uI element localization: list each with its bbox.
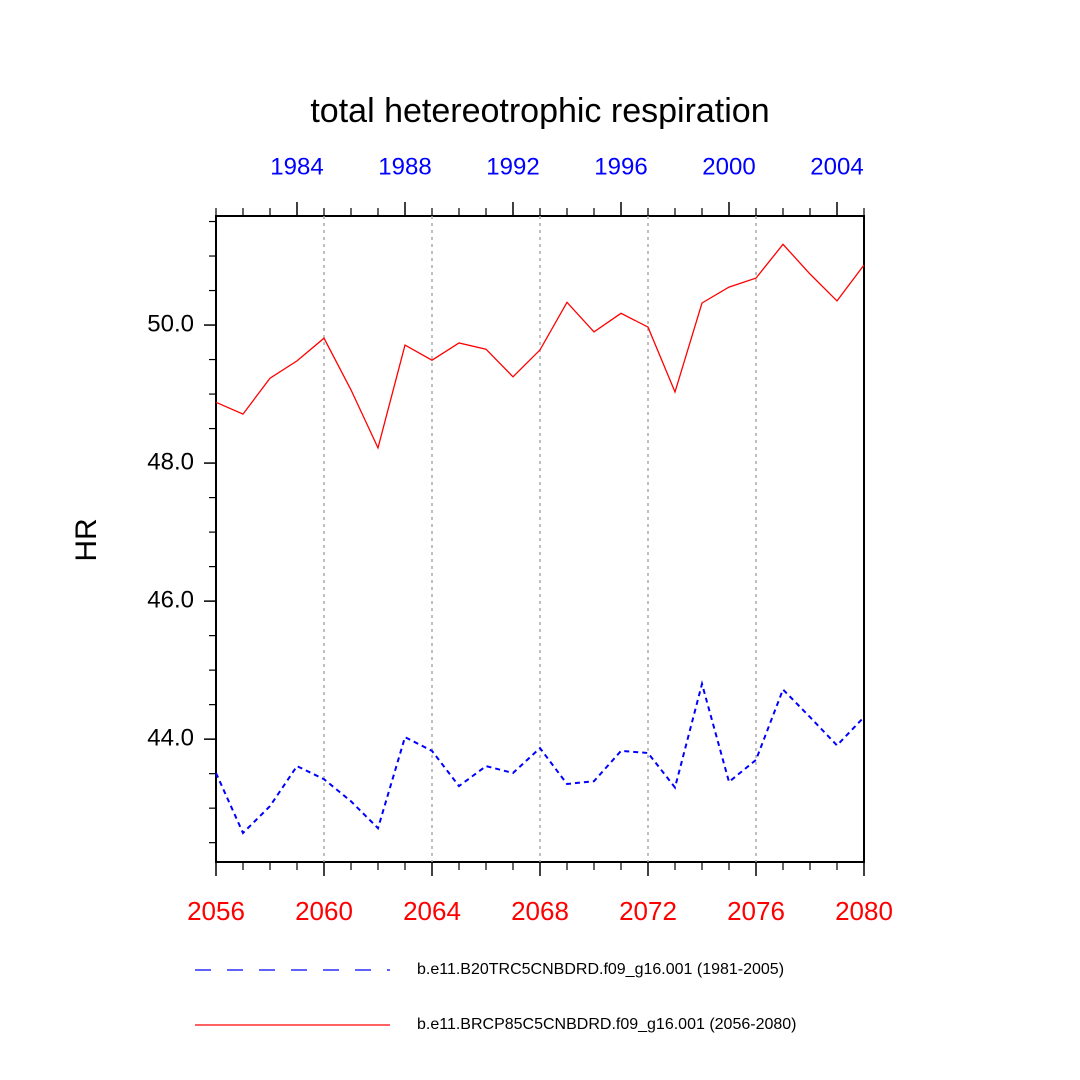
y-tick-label: 44.0 [147, 724, 194, 751]
x-tick-label: 2064 [403, 896, 461, 926]
x-tick-label: 2076 [727, 896, 785, 926]
x2-tick-label: 1992 [486, 153, 539, 180]
series-line [215, 680, 865, 835]
legend-label: b.e11.B20TRC5CNBDRD.f09_g16.001 (1981-20… [417, 961, 784, 978]
x-tick-label: 2056 [187, 896, 245, 926]
y-tick-label: 50.0 [147, 310, 194, 337]
y-axis-label: HR [70, 518, 103, 561]
x2-tick-label: 1996 [594, 153, 647, 180]
x2-tick-label: 1984 [270, 153, 323, 180]
x2-tick-label: 1988 [378, 153, 431, 180]
y-tick-label: 46.0 [147, 586, 194, 613]
legend-label: b.e11.BRCP85C5CNBDRD.f09_g16.001 (2056-2… [417, 1016, 796, 1033]
x2-tick-label: 2000 [702, 153, 755, 180]
x-tick-label: 2072 [619, 896, 677, 926]
chart-title: total hetereotrophic respiration [310, 92, 769, 130]
series-line [215, 243, 865, 450]
x2-tick-label: 2004 [810, 153, 863, 180]
x-tick-label: 2080 [835, 896, 893, 926]
x-tick-label: 2060 [295, 896, 353, 926]
x-tick-label: 2068 [511, 896, 569, 926]
y-tick-label: 48.0 [147, 448, 194, 475]
